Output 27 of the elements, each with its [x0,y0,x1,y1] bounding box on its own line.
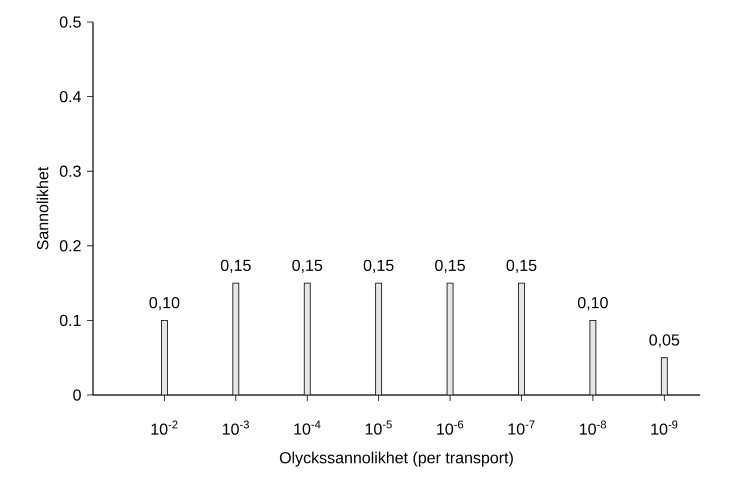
y-tick-label: 0.2 [60,240,81,252]
data-label: 0,10 [149,296,180,310]
x-axis-title: Olyckssannolikhet (per transport) [280,452,513,467]
y-tick-label: 0.1 [60,314,81,326]
data-label: 0,15 [292,260,322,273]
bar [232,282,240,395]
data-label: 0,15 [220,260,251,273]
bar [304,282,311,395]
data-label: 0,05 [649,334,680,348]
data-label: 0,15 [506,260,536,273]
y-tick-label: 0 [73,389,81,401]
x-tick-label: 10$^{-3}$ [222,420,249,435]
x-tick-label: 10$^{-8}$ [580,420,606,435]
data-label: 0,10 [578,296,608,310]
y-tick-label: 0.3 [60,166,81,177]
x-tick-label: 10$^{-2}$ [152,420,178,435]
x-tick-label: 10$^{-7}$ [508,420,535,435]
x-tick-label: 10$^{-5}$ [366,420,392,435]
data-label: 0,15 [364,260,394,273]
x-tick-label: 10$^{-6}$ [437,420,464,435]
data-label: 0,15 [435,260,465,273]
y-tick-label: 0.4 [60,90,81,102]
y-tick-label: 0.5 [60,16,81,28]
x-tick-label: 10$^{-4}$ [294,420,321,435]
y-axis-title: Sannolikhet [36,166,48,250]
bar [660,357,668,395]
x-tick-label: 10$^{-9}$ [651,420,678,435]
